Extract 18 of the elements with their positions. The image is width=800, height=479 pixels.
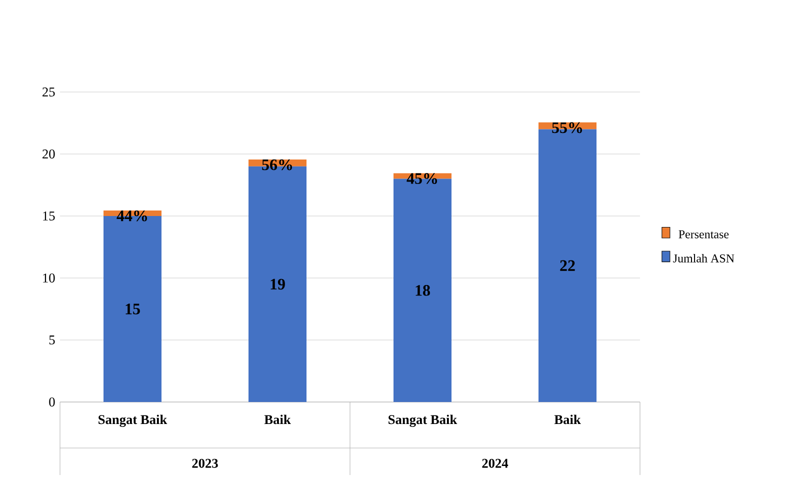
- y-tick-label: 0: [49, 398, 55, 406]
- y-tick-label: 25: [42, 88, 55, 96]
- y-tick-label: 20: [42, 150, 55, 158]
- data-label: 22: [560, 260, 575, 271]
- data-label: 15: [126, 304, 140, 314]
- legend-label: Persentase: [678, 230, 729, 238]
- text: 2023: [192, 458, 218, 468]
- legend-label: Jumlah ASN: [673, 254, 734, 262]
- x-tick-label: Sangat Baik: [388, 414, 458, 427]
- y-tick-label: 5: [49, 336, 55, 344]
- text: 2024: [482, 458, 508, 468]
- y-tick-label: 10: [43, 274, 55, 282]
- x-tick-label: Sangat Baik: [98, 414, 168, 427]
- y-tick-label: 15: [43, 212, 55, 220]
- x-tick-label: Baik: [554, 414, 581, 424]
- data-label: 19: [270, 278, 285, 290]
- x-tick-label: Baik: [264, 414, 291, 424]
- data-label: 18: [416, 285, 430, 296]
